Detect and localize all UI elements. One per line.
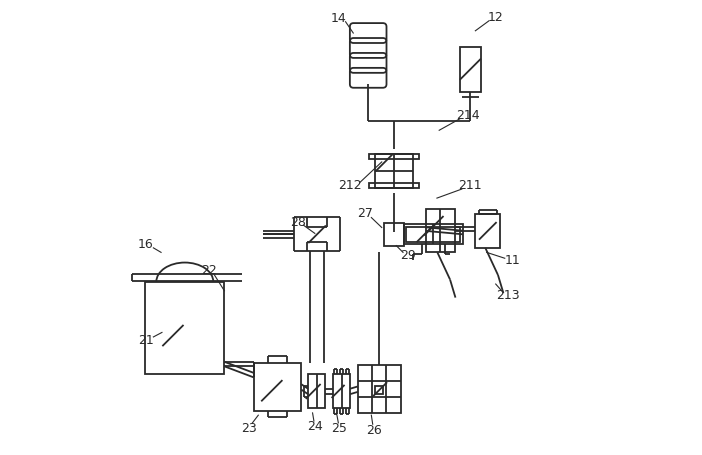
Text: 214: 214 [456,109,479,122]
Text: 16: 16 [138,238,153,251]
Text: 27: 27 [357,207,373,219]
Text: 21: 21 [138,334,154,347]
Text: 213: 213 [496,289,520,302]
Text: 25: 25 [331,422,347,435]
Text: 12: 12 [488,11,503,24]
Text: 22: 22 [201,263,217,277]
Text: 24: 24 [307,420,323,433]
Text: 11: 11 [505,253,520,267]
Text: 211: 211 [458,179,482,192]
Text: 26: 26 [366,424,381,437]
Text: 28: 28 [290,216,305,228]
Text: 14: 14 [331,12,346,25]
Text: 23: 23 [241,422,257,435]
Text: 212: 212 [338,179,362,192]
Text: 29: 29 [399,249,416,262]
